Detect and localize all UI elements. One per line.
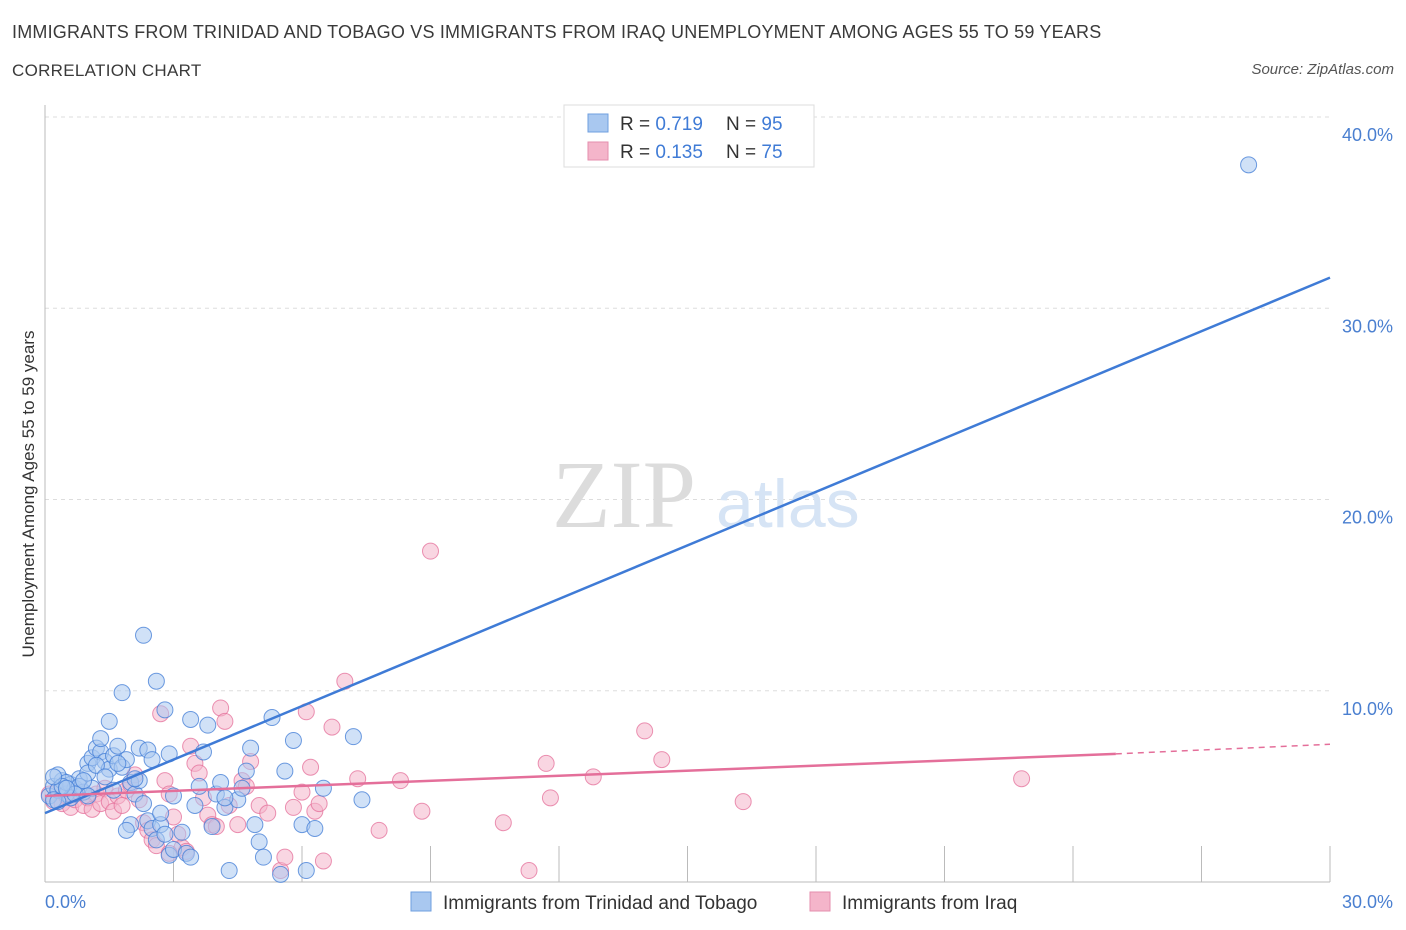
point-iraq: [636, 722, 654, 740]
point-trinidad-tobago: [297, 862, 315, 880]
legend-top: R = 0.719 N = 95 R = 0.135 N = 75: [563, 104, 815, 168]
legend-r-value-pink: 0.135: [655, 142, 703, 163]
chart-subtitle: CORRELATION CHART: [12, 61, 202, 80]
point-trinidad-tobago: [344, 728, 362, 746]
watermark-zip: ZIP: [552, 441, 696, 548]
legend-n-label: N =: [726, 114, 761, 135]
legend-n-value-blue: 95: [761, 114, 782, 135]
point-iraq: [1013, 770, 1031, 788]
point-trinidad-tobago: [199, 716, 217, 734]
point-iraq: [520, 862, 538, 880]
legend-r-label: R =: [620, 142, 655, 163]
point-iraq: [216, 712, 234, 730]
point-trinidad-tobago: [92, 730, 110, 748]
point-trinidad-tobago: [190, 777, 208, 795]
legend-top-swatch-pink: [587, 141, 609, 161]
y-tick-label: 10.0%: [1342, 699, 1393, 719]
point-iraq: [734, 793, 752, 811]
point-iraq: [541, 789, 559, 807]
point-iraq: [293, 783, 311, 801]
point-iraq: [537, 754, 555, 772]
x-tick-label: 0.0%: [45, 892, 86, 912]
point-iraq: [276, 848, 294, 866]
point-trinidad-tobago: [203, 818, 221, 836]
legend-bottom-label-blue: Immigrants from Trinidad and Tobago: [443, 893, 757, 914]
point-iraq: [653, 751, 671, 769]
axes: [44, 105, 1331, 883]
point-iraq: [584, 768, 602, 786]
legend-n-label: N =: [726, 142, 761, 163]
legend-top-row-blue: R = 0.719 N = 95: [620, 114, 783, 135]
point-iraq: [370, 821, 388, 839]
point-trinidad-tobago: [237, 762, 255, 780]
y-axis-label: Unemployment Among Ages 55 to 59 years: [19, 331, 38, 658]
y-tick-label: 40.0%: [1342, 125, 1393, 145]
point-trinidad-tobago: [242, 739, 260, 757]
point-iraq: [422, 542, 439, 560]
point-trinidad-tobago: [135, 795, 153, 813]
point-trinidad-tobago: [220, 862, 238, 880]
trend-lines: [44, 276, 1331, 815]
chart-title: IMMIGRANTS FROM TRINIDAD AND TOBAGO VS I…: [12, 22, 1102, 42]
point-trinidad-tobago: [306, 819, 324, 837]
point-trinidad-tobago: [182, 710, 200, 728]
point-trinidad-tobago: [246, 816, 264, 834]
point-trinidad-tobago: [152, 804, 170, 822]
legend-bottom-label-pink: Immigrants from Iraq: [842, 893, 1017, 914]
y-tick-label: 30.0%: [1342, 316, 1393, 336]
point-iraq: [310, 795, 328, 813]
point-trinidad-tobago: [113, 684, 131, 702]
trendline-iraq-extension: [1115, 743, 1331, 755]
legend-top-row-pink: R = 0.135 N = 75: [620, 142, 783, 163]
point-iraq: [323, 718, 341, 736]
point-trinidad-tobago: [173, 823, 191, 841]
x-tick-label: 30.0%: [1342, 892, 1393, 912]
point-trinidad-tobago: [135, 626, 153, 644]
gridlines: [45, 116, 1330, 692]
point-trinidad-tobago: [216, 789, 234, 807]
point-trinidad-tobago: [314, 779, 332, 797]
point-trinidad-tobago: [109, 754, 127, 772]
point-trinidad-tobago: [87, 756, 105, 774]
y-tick-label: 20.0%: [1342, 508, 1393, 528]
point-iraq: [284, 798, 302, 816]
point-trinidad-tobago: [182, 848, 200, 866]
legend-bottom-swatch-pink: [809, 891, 831, 912]
point-trinidad-tobago: [353, 791, 371, 809]
point-trinidad-tobago: [96, 768, 114, 786]
point-trinidad-tobago: [109, 737, 127, 755]
point-trinidad-tobago: [117, 821, 135, 839]
point-iraq: [494, 814, 512, 832]
point-trinidad-tobago: [100, 712, 118, 730]
trendline-iraq: [44, 752, 1116, 798]
point-trinidad-tobago: [284, 731, 302, 749]
legend-bottom: Immigrants from Trinidad and Tobago Immi…: [410, 891, 1017, 914]
point-trinidad-tobago: [276, 762, 294, 780]
tick-labels: 10.0% 20.0% 30.0% 40.0% 0.0% 30.0%: [45, 125, 1393, 912]
point-iraq: [302, 758, 320, 776]
legend-r-value-blue: 0.719: [655, 114, 703, 135]
point-trinidad-tobago: [156, 825, 174, 843]
point-trinidad-tobago: [1240, 156, 1258, 174]
point-trinidad-tobago: [186, 797, 204, 814]
trendline-trinidad-tobago: [44, 276, 1331, 815]
source-label: Source: ZipAtlas.com: [1251, 61, 1394, 78]
legend-bottom-swatch-blue: [410, 891, 432, 912]
point-trinidad-tobago: [45, 768, 63, 786]
point-trinidad-tobago: [272, 865, 290, 883]
point-trinidad-tobago: [254, 848, 272, 866]
point-trinidad-tobago: [156, 701, 174, 719]
point-trinidad-tobago: [250, 833, 268, 851]
point-iraq: [259, 804, 277, 822]
point-iraq: [413, 802, 431, 820]
point-iraq: [229, 816, 247, 834]
point-iraq: [113, 797, 131, 814]
watermark: ZIP atlas: [552, 441, 860, 548]
legend-top-swatch-blue: [587, 113, 609, 133]
point-trinidad-tobago: [147, 672, 165, 690]
point-iraq: [314, 852, 332, 870]
legend-r-label: R =: [620, 114, 655, 135]
legend-n-value-pink: 75: [761, 142, 782, 163]
